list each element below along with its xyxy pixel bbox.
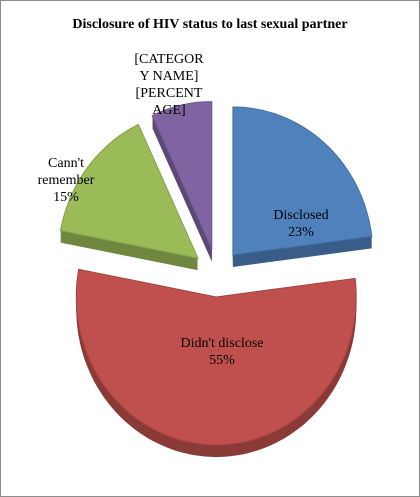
data-label: Disclosed 23% [251, 207, 351, 241]
category-label: [CATEGORY NAME] [134, 52, 204, 84]
slice [59, 123, 199, 259]
data-label: [CATEGORY NAME] [PERCENTAGE] [133, 51, 205, 119]
category-label: Cann't remember [37, 156, 95, 188]
slice [75, 268, 357, 457]
slice [75, 268, 357, 446]
slice [151, 101, 213, 262]
category-label: Didn't disclose [180, 336, 264, 351]
slice [232, 106, 373, 256]
slice [151, 101, 213, 250]
value-label: 55% [209, 353, 235, 368]
chart-title: Disclosure of HIV status to last sexual … [72, 17, 348, 32]
value-label: 15% [53, 190, 79, 205]
data-label: Cann't remember 15% [25, 155, 107, 206]
slice [59, 123, 199, 271]
slice [232, 106, 373, 267]
value-label: 23% [288, 225, 314, 240]
category-label: Disclosed [273, 208, 329, 223]
data-label: Didn't disclose 55% [167, 335, 277, 369]
value-label: [PERCENTAGE] [135, 86, 203, 118]
